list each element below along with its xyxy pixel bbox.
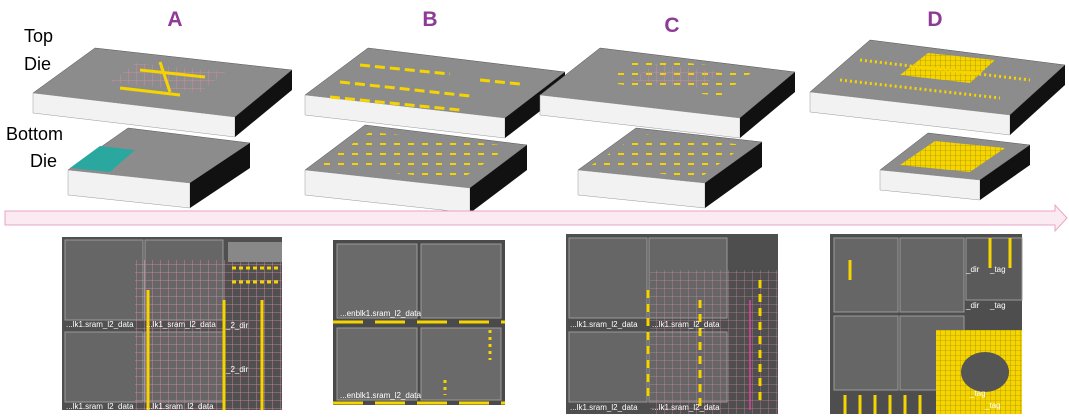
- top-die: [810, 40, 1065, 135]
- panel-label: _2_dir: [225, 365, 249, 374]
- panel-label: _tag: [969, 389, 986, 398]
- arrow: [5, 205, 1067, 231]
- side-label: Bottom: [6, 124, 63, 144]
- panel-label: ...lk1.sram_l2_data: [146, 402, 214, 411]
- panel-label: _tag: [989, 265, 1006, 274]
- layout-panel: ...enblk1.sram_l2_data ...enblk1.sram_l2…: [333, 240, 505, 405]
- figure: A B C D Top Die Bottom Die: [0, 0, 1069, 417]
- layout-panel: _dir _tag _dir _tag _tag _tag: [830, 234, 1022, 414]
- bottom-die: [68, 128, 250, 208]
- panel-label: ...lk1.sram_l2_data: [570, 320, 638, 329]
- panel-label: _dir: [965, 265, 980, 274]
- top-die: [305, 48, 565, 138]
- layout-panel: ...lk1.sram_l2_data ...lk1.sram_l2_data …: [566, 234, 778, 414]
- panel-label: ...lk1.sram_l2_data: [66, 402, 134, 411]
- bottom-die: [880, 133, 1030, 200]
- column-label: C: [664, 14, 679, 37]
- column-label: A: [167, 8, 182, 31]
- panel-label: ...lk1.sram_l2_data: [652, 320, 720, 329]
- panel-label: ...lk1.sram_l2_data: [570, 403, 638, 412]
- panel-label: ...lk1.sram_l2_data: [66, 320, 134, 329]
- column-label: B: [422, 8, 437, 31]
- panel-label: ...enblk1.sram_l2_data: [340, 309, 421, 318]
- bottom-die: [305, 125, 527, 213]
- bottom-die: [578, 128, 762, 208]
- panel-label: _tag: [984, 401, 1001, 410]
- panel-label: ...enblk1.sram_l2_data: [340, 391, 421, 400]
- panel-label: _2_dir: [225, 321, 249, 330]
- side-label: Top: [24, 26, 53, 46]
- panel-label: ...lk1_sram_l2_data: [146, 320, 216, 329]
- side-label: Die: [24, 54, 51, 74]
- top-die: [33, 48, 292, 137]
- column-label: D: [927, 8, 942, 31]
- layout-panel: ...lk1.sram_l2_data ...lk1_sram_l2_data …: [62, 237, 282, 411]
- side-label: Die: [30, 151, 57, 171]
- panel-label: _dir: [965, 301, 980, 310]
- panel-label: ...lk1.sram_l2_data: [652, 403, 720, 412]
- panel-label: _tag: [989, 301, 1006, 310]
- top-die: [540, 48, 795, 138]
